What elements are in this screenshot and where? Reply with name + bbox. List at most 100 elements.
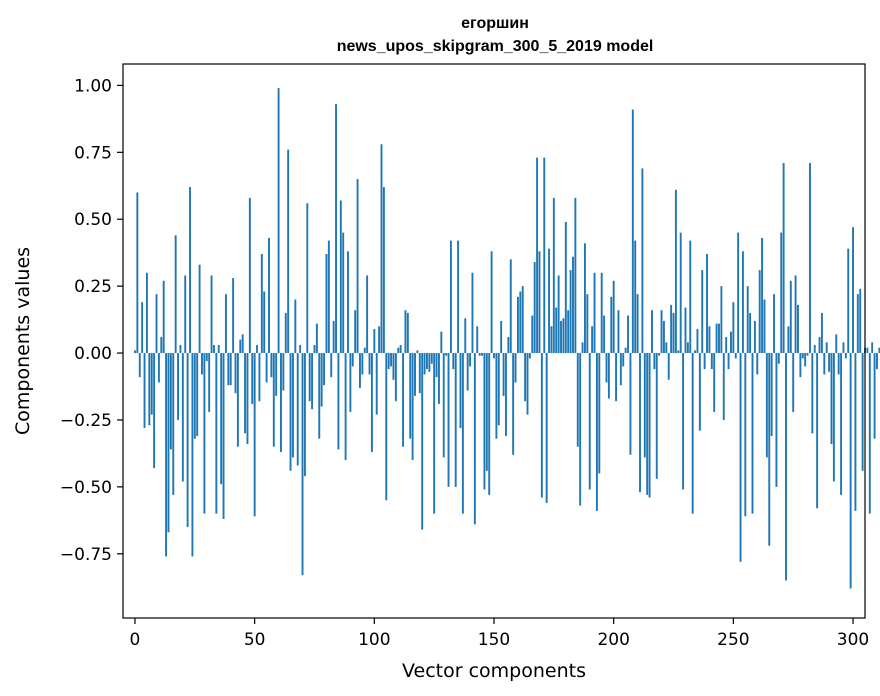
bar-11 <box>160 336 163 354</box>
bar-74 <box>311 353 314 410</box>
bar-244 <box>718 323 720 354</box>
bar-97 <box>366 275 369 354</box>
bar-256 <box>746 286 749 354</box>
bar-134 <box>454 353 457 487</box>
bar-66 <box>291 353 294 458</box>
bar-258 <box>751 353 754 514</box>
bar-273 <box>787 326 790 354</box>
bar-13 <box>165 353 168 557</box>
bar-19 <box>179 345 182 354</box>
bar-288 <box>823 353 826 375</box>
bar-3 <box>141 302 144 354</box>
bar-17 <box>174 235 177 354</box>
bar-211 <box>639 353 641 493</box>
bar-6 <box>148 353 151 426</box>
bar-47 <box>246 353 249 445</box>
bar-118 <box>416 350 419 354</box>
bar-0 <box>134 350 136 354</box>
bar-243 <box>715 323 718 354</box>
bar-231 <box>686 342 689 354</box>
plot-frame <box>122 63 866 619</box>
bar-176 <box>555 307 558 354</box>
bar-78 <box>320 353 323 407</box>
bar-210 <box>636 294 639 354</box>
bar-44 <box>239 339 242 354</box>
bar-172 <box>545 353 548 503</box>
bar-95 <box>361 353 364 375</box>
bar-25 <box>193 353 196 439</box>
bar-63 <box>284 312 287 354</box>
bar-116 <box>411 353 414 461</box>
bar-235 <box>696 328 699 354</box>
bar-109 <box>394 353 397 402</box>
bar-132 <box>449 240 452 354</box>
bar-184 <box>574 197 577 354</box>
bar-216 <box>651 310 653 354</box>
bar-146 <box>483 353 486 490</box>
bar-233 <box>691 353 694 514</box>
bar-245 <box>720 286 723 354</box>
bar-247 <box>725 336 728 354</box>
bar-169 <box>538 251 541 354</box>
bar-207 <box>629 353 632 455</box>
bar-131 <box>447 353 450 487</box>
bar-20 <box>181 353 184 482</box>
bar-272 <box>785 353 787 581</box>
bar-304 <box>861 353 864 471</box>
bar-16 <box>172 353 175 495</box>
bar-142 <box>473 353 476 525</box>
bar-213 <box>643 353 646 458</box>
bar-124 <box>430 353 433 364</box>
bar-28 <box>201 353 203 375</box>
bar-129 <box>442 353 445 458</box>
bar-232 <box>689 240 692 354</box>
bar-150 <box>493 353 495 359</box>
bar-98 <box>368 353 371 375</box>
bar-143 <box>476 326 479 354</box>
bar-238 <box>703 353 706 370</box>
bar-254 <box>741 251 744 354</box>
bar-259 <box>753 320 756 354</box>
bar-141 <box>471 272 474 354</box>
bar-275 <box>792 353 795 412</box>
bar-217 <box>653 353 656 370</box>
y-tick-label: −0.75 <box>60 545 112 565</box>
bar-274 <box>789 280 792 354</box>
bar-54 <box>263 291 266 354</box>
bar-104 <box>382 187 385 354</box>
bar-294 <box>837 353 840 375</box>
bar-251 <box>734 353 737 359</box>
bar-311 <box>878 347 880 354</box>
bar-192 <box>593 272 596 354</box>
bar-285 <box>816 353 819 509</box>
bar-219 <box>658 353 661 356</box>
bar-51 <box>256 345 258 354</box>
bar-257 <box>749 312 752 354</box>
bar-21 <box>184 275 187 354</box>
bar-81 <box>327 240 330 354</box>
bar-237 <box>701 270 704 354</box>
bar-61 <box>280 353 282 453</box>
bar-99 <box>370 353 373 453</box>
bar-55 <box>265 353 268 383</box>
bar-30 <box>205 353 208 362</box>
bar-70 <box>301 353 304 576</box>
bar-177 <box>557 275 560 354</box>
bar-281 <box>806 353 809 356</box>
bar-79 <box>323 353 326 386</box>
bar-107 <box>390 353 393 367</box>
bar-179 <box>562 318 565 354</box>
bar-249 <box>730 331 732 354</box>
bar-148 <box>488 353 491 495</box>
bar-72 <box>306 203 309 354</box>
bar-60 <box>277 88 280 354</box>
bar-271 <box>782 163 785 354</box>
bar-299 <box>849 353 852 589</box>
bar-178 <box>560 320 562 354</box>
bar-12 <box>162 280 165 354</box>
x-tick-label: 100 <box>358 630 390 650</box>
bar-103 <box>380 144 383 354</box>
y-tick-label: −0.50 <box>60 478 112 498</box>
bar-85 <box>337 353 340 450</box>
bar-293 <box>835 334 838 354</box>
